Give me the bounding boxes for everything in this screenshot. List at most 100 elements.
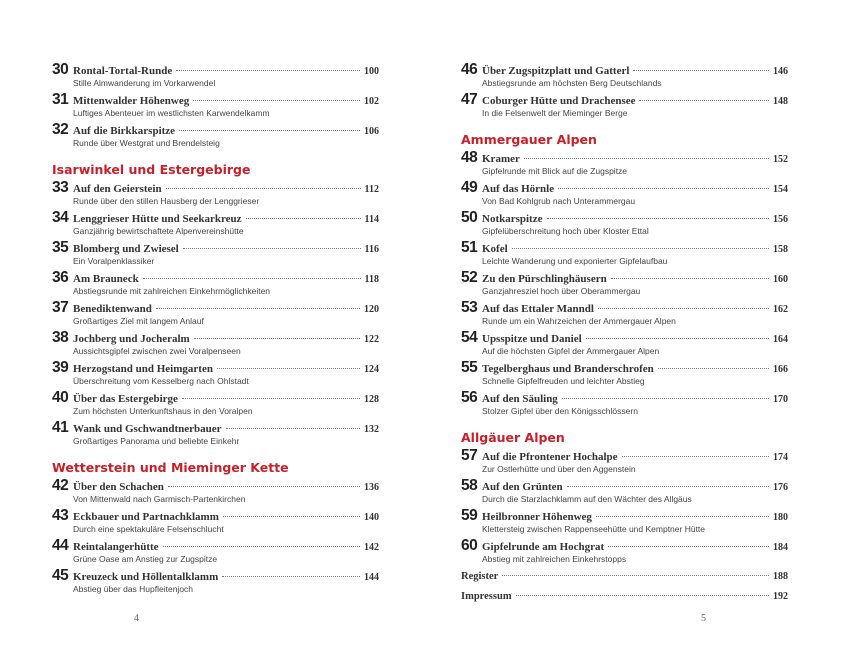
- tour-title[interactable]: Eckbauer und Partnachklamm: [73, 511, 219, 523]
- toc-entry[interactable]: 55 Tegelberghaus und Branderschrofen 166 Sc…: [461, 359, 788, 389]
- tour-title[interactable]: Rontal-Tortal-Runde: [73, 65, 173, 77]
- extra-title[interactable]: Impressum: [461, 591, 512, 602]
- tour-title[interactable]: Auf die Birkkarspitze: [73, 125, 176, 137]
- tour-title[interactable]: Auf den Geierstein: [73, 183, 162, 195]
- tour-number: 44: [52, 537, 69, 554]
- toc-entry[interactable]: 30 Rontal-Tortal-Runde 100 Stille Almwander…: [52, 61, 379, 91]
- tour-title[interactable]: Jochberg und Jocheralm: [73, 333, 190, 345]
- toc-entry[interactable]: 56 Auf den Säuling 170 Stolzer Gipfel über …: [461, 389, 788, 419]
- toc-entry[interactable]: 40 Über das Estergebirge 128 Zum höchsten U…: [52, 389, 379, 419]
- toc-entry-line: 43 Eckbauer und Partnachklamm 140: [52, 507, 379, 524]
- dot-leader: [597, 308, 769, 309]
- toc-entry[interactable]: 44 Reintalangerhütte 142 Grüne Oase am Anst…: [52, 537, 379, 567]
- toc-entry[interactable]: 31 Mittenwalder Höhenweg 102 Luftiges Abent…: [52, 91, 379, 121]
- page-reference: 120: [364, 304, 379, 315]
- toc-entry[interactable]: 42 Über den Schachen 136 Von Mittenwald nac…: [52, 477, 379, 507]
- tour-title[interactable]: Tegelberghaus und Branderschrofen: [482, 363, 654, 375]
- toc-entry[interactable]: 49 Auf das Hörnle 154 Von Bad Kohlgrub nach…: [461, 179, 788, 209]
- tour-title[interactable]: Notkarspitze: [482, 213, 543, 225]
- toc-entry-line: 37 Benediktenwand 120: [52, 299, 379, 316]
- page-reference: 132: [364, 424, 379, 435]
- tour-subtitle: Großartiges Ziel mit langem Anlauf: [73, 316, 204, 326]
- toc-entry[interactable]: 37 Benediktenwand 120 Großartiges Ziel mit …: [52, 299, 379, 329]
- tour-title[interactable]: Blomberg und Zwiesel: [73, 243, 179, 255]
- left-page-toc: 30 Rontal-Tortal-Runde 100 Stille Almwander…: [52, 61, 379, 597]
- toc-entry[interactable]: 34 Lenggrieser Hütte und Seekarkreuz 114 Ga…: [52, 209, 379, 239]
- tour-title[interactable]: Upsspitze und Daniel: [482, 333, 582, 345]
- toc-entry[interactable]: 51 Kofel 158 Leichte Wanderung und exponier…: [461, 239, 788, 269]
- page-reference: 184: [773, 542, 788, 553]
- tour-number: 32: [52, 121, 69, 138]
- toc-entry[interactable]: 58 Auf den Grünten 176 Durch die Starzlachk…: [461, 477, 788, 507]
- toc-entry[interactable]: 60 Gipfelrunde am Hochgrat 184 Abstieg mit …: [461, 537, 788, 567]
- dot-leader: [222, 516, 360, 517]
- tour-subtitle: Zum höchsten Unterkunftshaus in den Vora…: [73, 406, 253, 416]
- tour-title[interactable]: Kofel: [482, 243, 508, 255]
- page-reference: 100: [364, 66, 379, 77]
- tour-title[interactable]: Über den Schachen: [73, 481, 164, 493]
- toc-entry[interactable]: 52 Zu den Pürschlinghäusern 160 Ganzjahresz…: [461, 269, 788, 299]
- toc-entry[interactable]: 59 Heilbronner Höhenweg 180 Klettersteig zw…: [461, 507, 788, 537]
- tour-title[interactable]: Wank und Gschwandtnerbauer: [73, 423, 222, 435]
- toc-entry[interactable]: 50 Notkarspitze 156 Gipfelüberschreitung ho…: [461, 209, 788, 239]
- tour-title[interactable]: Auf den Säuling: [482, 393, 558, 405]
- tour-number: 39: [52, 359, 69, 376]
- dot-leader: [523, 158, 769, 159]
- tour-title[interactable]: Herzogstand und Heimgarten: [73, 363, 213, 375]
- toc-entry-line: 33 Auf den Geierstein 112: [52, 179, 379, 196]
- toc-entry[interactable]: 45 Kreuzeck und Höllentalklamm 144 Abstieg …: [52, 567, 379, 597]
- toc-entry-line: 49 Auf das Hörnle 154: [461, 179, 788, 196]
- tour-title[interactable]: Kramer: [482, 153, 520, 165]
- tour-subtitle: Zur Ostlerhütte und über den Aggenstein: [482, 464, 636, 474]
- tour-title[interactable]: Lenggrieser Hütte und Seekarkreuz: [73, 213, 242, 225]
- toc-entry[interactable]: 36 Am Brauneck 118 Abstiegsrunde mit zahlre…: [52, 269, 379, 299]
- tour-number: 53: [461, 299, 478, 316]
- toc-extra-entry[interactable]: Register 188: [461, 571, 788, 591]
- dot-leader: [165, 188, 361, 189]
- toc-entry[interactable]: 57 Auf die Pfrontener Hochalpe 174 Zur Ostl…: [461, 447, 788, 477]
- tour-subtitle: Überschreitung vom Kesselberg nach Ohlst…: [73, 376, 249, 386]
- toc-entry[interactable]: 43 Eckbauer und Partnachklamm 140 Durch ein…: [52, 507, 379, 537]
- tour-subtitle: Von Bad Kohlgrub nach Unterammergau: [482, 196, 636, 206]
- tour-title[interactable]: Heilbronner Höhenweg: [482, 511, 592, 523]
- tour-title[interactable]: Reintalangerhütte: [73, 541, 159, 553]
- tour-title[interactable]: Kreuzeck und Höllentalklamm: [73, 571, 219, 583]
- toc-entry[interactable]: 47 Coburger Hütte und Drachensee 148 In die…: [461, 91, 788, 121]
- toc-entry-line: 46 Über Zugspitzplatt und Gatterl 146: [461, 61, 788, 78]
- right-page-toc: 46 Über Zugspitzplatt und Gatterl 146 Absti…: [461, 61, 788, 611]
- tour-number: 46: [461, 61, 478, 78]
- tour-title[interactable]: Coburger Hütte und Drachensee: [482, 95, 636, 107]
- toc-entry[interactable]: 46 Über Zugspitzplatt und Gatterl 146 Absti…: [461, 61, 788, 91]
- toc-entry-line: 48 Kramer 152: [461, 149, 788, 166]
- toc-entry[interactable]: 48 Kramer 152 Gipfelrunde mit Blick auf die…: [461, 149, 788, 179]
- toc-entry[interactable]: 38 Jochberg und Jocheralm 122 Aussichtsgipf…: [52, 329, 379, 359]
- tour-number: 36: [52, 269, 69, 286]
- toc-entry[interactable]: 41 Wank und Gschwandtnerbauer 132 Großartig…: [52, 419, 379, 449]
- toc-entry[interactable]: 33 Auf den Geierstein 112 Runde über den st…: [52, 179, 379, 209]
- tour-title[interactable]: Gipfelrunde am Hochgrat: [482, 541, 605, 553]
- tour-title[interactable]: Zu den Pürschlinghäusern: [482, 273, 607, 285]
- tour-number: 40: [52, 389, 69, 406]
- tour-title[interactable]: Auf die Pfrontener Hochalpe: [482, 451, 618, 463]
- tour-title[interactable]: Über Zugspitzplatt und Gatterl: [482, 65, 630, 77]
- toc-entry[interactable]: 54 Upsspitze und Daniel 164 Auf die höchste…: [461, 329, 788, 359]
- toc-extra-entry[interactable]: Impressum 192: [461, 591, 788, 611]
- toc-entry[interactable]: 32 Auf die Birkkarspitze 106 Runde über Wes…: [52, 121, 379, 151]
- toc-entry[interactable]: 53 Auf das Ettaler Manndl 162 Runde um ein …: [461, 299, 788, 329]
- tour-title[interactable]: Benediktenwand: [73, 303, 152, 315]
- tour-title[interactable]: Am Brauneck: [73, 273, 139, 285]
- toc-entry[interactable]: 39 Herzogstand und Heimgarten 124 Überschre…: [52, 359, 379, 389]
- toc-entry-line: 51 Kofel 158: [461, 239, 788, 256]
- tour-subtitle: Luftiges Abenteuer im westlichsten Karwe…: [73, 108, 270, 118]
- tour-title[interactable]: Auf den Grünten: [482, 481, 563, 493]
- tour-title[interactable]: Auf das Hörnle: [482, 183, 555, 195]
- tour-title[interactable]: Mittenwalder Höhenweg: [73, 95, 190, 107]
- dot-leader: [182, 248, 361, 249]
- extra-title[interactable]: Register: [461, 571, 499, 582]
- toc-entry[interactable]: 35 Blomberg und Zwiesel 116 Ein Voralpenkla…: [52, 239, 379, 269]
- toc-entry-line: 60 Gipfelrunde am Hochgrat 184: [461, 537, 788, 554]
- toc-entry-line: 42 Über den Schachen 136: [52, 477, 379, 494]
- tour-subtitle: Von Mittenwald nach Garmisch-Partenkirch…: [73, 494, 246, 504]
- tour-title[interactable]: Über das Estergebirge: [73, 393, 178, 405]
- tour-title[interactable]: Auf das Ettaler Manndl: [482, 303, 594, 315]
